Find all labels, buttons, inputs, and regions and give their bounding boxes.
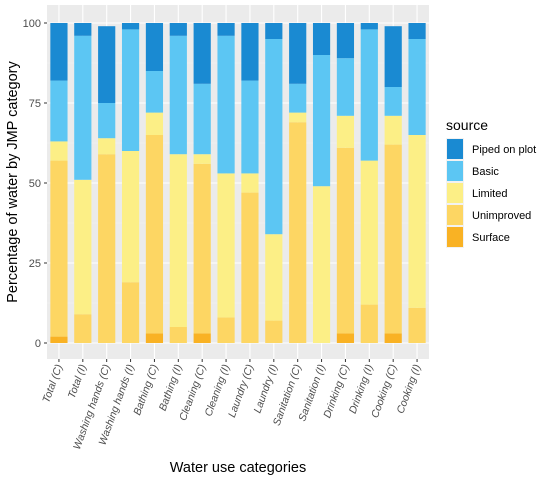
- bar-segment-basic: [336, 58, 355, 116]
- bar-segment-unimproved: [408, 307, 426, 343]
- bar-segment-basic: [169, 35, 187, 155]
- y-tick-label: 25: [29, 258, 41, 270]
- bar-segment-basic: [312, 55, 331, 187]
- bar-segment-basic: [193, 83, 211, 155]
- bar-segment-piped-on-plot: [121, 23, 140, 30]
- bar-segment-piped-on-plot: [265, 23, 283, 39]
- bar-segment-piped-on-plot: [217, 23, 235, 36]
- bar-segment-unimproved: [241, 192, 259, 343]
- bar-segment-piped-on-plot: [145, 23, 164, 71]
- bar-segment-basic: [98, 103, 116, 139]
- bar-segment-limited: [312, 186, 331, 343]
- x-axis-title: Water use categories: [170, 460, 306, 476]
- bar-segment-limited: [336, 115, 355, 148]
- bar-segment-unimproved: [169, 327, 187, 343]
- y-tick-label: 75: [29, 98, 41, 110]
- bar-segment-basic: [50, 80, 68, 142]
- bar-segment-limited: [241, 173, 259, 193]
- bar-segment-limited: [217, 173, 235, 318]
- bar-segment-basic: [121, 29, 140, 151]
- bar-segment-unimproved: [265, 320, 283, 343]
- bar-segment-piped-on-plot: [50, 23, 68, 81]
- bar-segment-unimproved: [217, 317, 235, 343]
- bar-segment-unimproved: [98, 154, 116, 343]
- legend: source Piped on plot Basic Limited Unimprov…: [446, 117, 536, 248]
- bar-segment-piped-on-plot: [360, 23, 378, 30]
- bar-segment-unimproved: [74, 314, 92, 343]
- bar-segment-limited: [74, 179, 92, 315]
- bar-segment-basic: [384, 87, 402, 116]
- bar-segment-surface: [336, 333, 355, 343]
- bar-segment-basic: [408, 39, 426, 135]
- bar-segment-limited: [408, 135, 426, 308]
- bar-segment-limited: [98, 138, 116, 155]
- bar-segment-piped-on-plot: [384, 26, 402, 87]
- legend-label-surface: Surface: [472, 232, 510, 244]
- bar-segment-piped-on-plot: [336, 23, 355, 59]
- bar-segment-basic: [74, 35, 92, 180]
- bar-segment-limited: [193, 154, 211, 164]
- bar-segment-unimproved: [193, 163, 211, 334]
- bar-segment-unimproved: [50, 160, 68, 337]
- bars: [50, 23, 426, 343]
- bar-segment-unimproved: [336, 147, 355, 334]
- bar-segment-basic: [145, 71, 164, 113]
- y-tick-label: 50: [29, 178, 41, 190]
- bar-segment-piped-on-plot: [74, 23, 92, 36]
- bar-segment-basic: [289, 83, 307, 113]
- bar-segment-limited: [121, 151, 140, 283]
- bar-segment-limited: [145, 112, 164, 135]
- bar-segment-limited: [50, 141, 68, 161]
- bar-segment-unimproved: [289, 122, 307, 343]
- bar-segment-basic: [217, 35, 235, 174]
- bar-segment-basic: [265, 39, 283, 235]
- bar-segment-limited: [289, 112, 307, 123]
- bar-segment-basic: [360, 29, 378, 161]
- legend-title: source: [446, 117, 488, 133]
- bar-segment-limited: [384, 115, 402, 145]
- bar-segment-surface: [384, 333, 402, 343]
- legend-swatch-basic: [447, 161, 463, 181]
- y-tick-label: 0: [35, 338, 41, 350]
- legend-label-unimproved: Unimproved: [472, 210, 531, 222]
- bar-segment-limited: [360, 160, 378, 305]
- bar-segment-basic: [241, 80, 259, 174]
- bar-segment-surface: [193, 333, 211, 343]
- legend-label-limited: Limited: [472, 188, 507, 200]
- y-axis: 0 25 50 75 100: [23, 18, 47, 350]
- bar-segment-unimproved: [145, 135, 164, 334]
- legend-swatch-piped-on-plot: [447, 139, 463, 159]
- bar-segment-piped-on-plot: [312, 23, 331, 55]
- legend-label-piped-on-plot: Piped on plot: [472, 144, 536, 156]
- bar-segment-surface: [50, 336, 68, 343]
- y-tick-label: 100: [23, 18, 41, 30]
- bar-segment-piped-on-plot: [98, 26, 116, 104]
- bar-segment-unimproved: [121, 282, 140, 343]
- bar-segment-surface: [145, 333, 164, 343]
- legend-swatch-surface: [447, 227, 463, 247]
- bar-segment-unimproved: [360, 304, 378, 343]
- legend-swatch-unimproved: [447, 205, 463, 225]
- bar-segment-piped-on-plot: [241, 23, 259, 81]
- bar-segment-piped-on-plot: [408, 23, 426, 39]
- legend-swatch-limited: [447, 183, 463, 203]
- bar-segment-piped-on-plot: [289, 23, 307, 84]
- bar-segment-limited: [265, 234, 283, 321]
- legend-label-basic: Basic: [472, 166, 499, 178]
- bar-segment-unimproved: [384, 144, 402, 334]
- bar-segment-piped-on-plot: [193, 23, 211, 84]
- bar-segment-piped-on-plot: [169, 23, 187, 36]
- y-axis-title: Percentage of water by JMP category: [5, 60, 21, 302]
- bar-segment-limited: [169, 154, 187, 327]
